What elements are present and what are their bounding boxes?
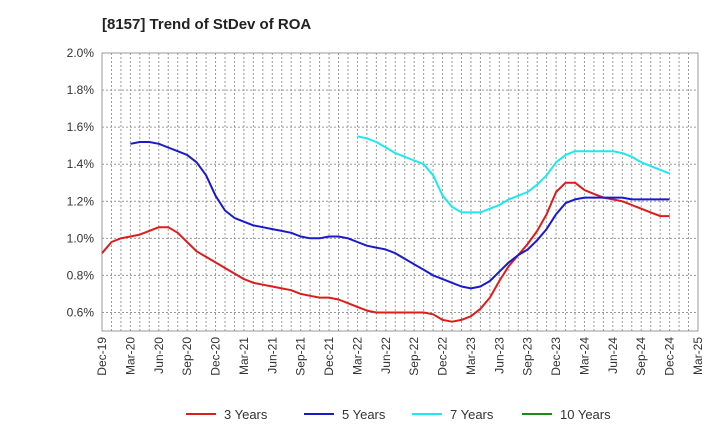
x-tick-label: Mar-24 <box>577 337 591 375</box>
series-line-3-years <box>101 181 670 323</box>
x-tick-label: Dec-24 <box>663 337 677 376</box>
legend-label: 10 Years <box>560 407 611 422</box>
x-tick-label: Sep-23 <box>521 337 535 376</box>
x-tick-label: Dec-23 <box>549 337 563 376</box>
y-tick-label: 1.2% <box>67 194 95 208</box>
legend-label: 5 Years <box>342 407 386 422</box>
x-tick-label: Dec-20 <box>209 337 223 376</box>
x-tick-label: Jun-21 <box>265 337 279 374</box>
grid-layer <box>102 52 698 331</box>
x-tick-label: Sep-22 <box>407 337 421 376</box>
x-tick-label: Mar-20 <box>123 337 137 375</box>
y-tick-label: 2.0% <box>67 46 95 60</box>
x-tick-label: Dec-19 <box>95 337 109 376</box>
y-tick-label: 1.4% <box>67 157 95 171</box>
x-tick-label: Jun-23 <box>492 337 506 374</box>
x-tick-label: Sep-20 <box>180 337 194 376</box>
x-tick-label: Sep-21 <box>294 337 308 376</box>
x-tick-label: Dec-21 <box>322 337 336 376</box>
x-tick-label: Jun-24 <box>606 337 620 374</box>
series-line-7-years <box>357 135 670 214</box>
y-axis: 0.6% 0.8% 1.0% 1.2% 1.4% 1.6% 1.8% 2.0% <box>67 46 95 319</box>
plot-frame <box>101 52 699 332</box>
legend-label: 3 Years <box>224 407 268 422</box>
x-tick-label: Mar-22 <box>350 337 364 375</box>
x-tick-label: Sep-24 <box>634 337 648 376</box>
legend-label: 7 Years <box>450 407 494 422</box>
x-tick-label: Jun-22 <box>379 337 393 374</box>
series-line-5-years <box>130 141 670 290</box>
y-tick-label: 1.8% <box>67 83 95 97</box>
x-tick-label: Mar-23 <box>464 337 478 375</box>
x-tick-label: Mar-21 <box>237 337 251 375</box>
chart-title: [8157] Trend of StDev of ROA <box>102 16 312 33</box>
y-tick-label: 0.6% <box>67 305 95 319</box>
x-tick-label: Dec-22 <box>436 337 450 376</box>
legend: 3 Years 5 Years 7 Years 10 Years <box>186 407 611 422</box>
y-tick-label: 1.0% <box>67 231 95 245</box>
x-tick-label: Mar-25 <box>691 337 705 375</box>
x-axis: Dec-19 Mar-20 Jun-20 Sep-20 Dec-20 Mar-21 Jun-… <box>95 337 705 376</box>
x-tick-label: Jun-20 <box>152 337 166 374</box>
series-layer <box>101 135 670 323</box>
y-tick-label: 1.6% <box>67 120 95 134</box>
y-tick-label: 0.8% <box>67 268 95 282</box>
